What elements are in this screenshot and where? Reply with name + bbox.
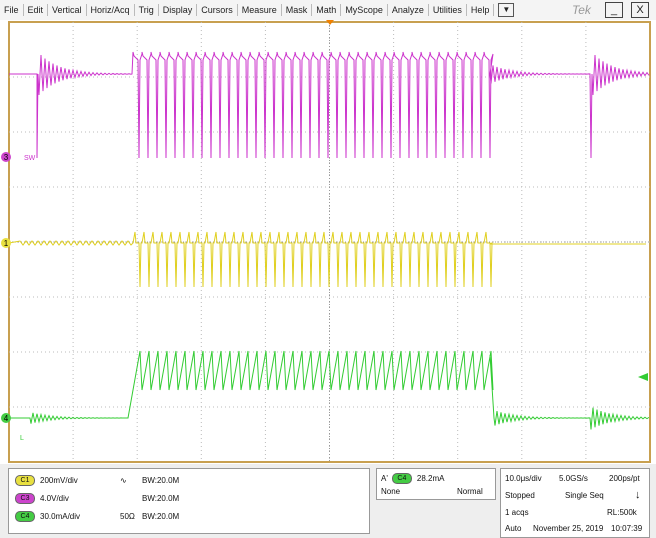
bandwidth: BW:20.0M: [142, 476, 180, 485]
menu-item[interactable]: Display: [159, 4, 198, 16]
ch3-marker: 3: [4, 153, 9, 162]
bandwidth: BW:20.0M: [142, 494, 180, 503]
bandwidth: BW:20.0M: [142, 512, 180, 521]
menu-item[interactable]: Trig: [135, 4, 159, 16]
channel-row[interactable]: C4 30.0mA/div 50Ω BW:20.0M: [15, 511, 179, 522]
menu-item[interactable]: Measure: [238, 4, 282, 16]
trace-ch4: [9, 350, 650, 430]
trigger-position-marker: [326, 20, 334, 25]
minimize-button[interactable]: _: [605, 2, 623, 18]
status-panel: C1 200mV/div ∿ BW:20.0M C3 4.0V/div BW:20.0M …: [0, 464, 656, 538]
acquisition-box[interactable]: 10.0μs/div 5.0GS/s 200ps/pt Stopped Sing…: [500, 468, 650, 538]
record-length: RL:500k: [607, 508, 637, 517]
menu-item[interactable]: Analyze: [388, 4, 429, 16]
menu-item[interactable]: Cursors: [197, 4, 238, 16]
menu-item[interactable]: Horiz/Acq: [87, 4, 135, 16]
menu-item[interactable]: Edit: [24, 4, 49, 16]
mode: Auto: [505, 524, 522, 533]
ch3-marker-badge: [1, 152, 11, 162]
extra: ∿: [120, 476, 127, 485]
menu-item[interactable]: File: [0, 4, 24, 16]
menu-items: File Edit Vertical Horiz/Acq Trig Display Curs…: [0, 4, 495, 16]
resolution: 200ps/pt: [609, 474, 640, 483]
arrow-icon: ↓: [635, 489, 641, 501]
badge: C1: [15, 475, 35, 486]
channel-row[interactable]: C3 4.0V/div BW:20.0M: [15, 493, 179, 504]
menu-item[interactable]: Help: [467, 4, 495, 16]
extra: 50Ω: [120, 512, 135, 521]
channel-row[interactable]: C1 200mV/div ∿ BW:20.0M: [15, 475, 179, 486]
scale: 200mV/div: [40, 476, 78, 485]
menu-item[interactable]: Mask: [282, 4, 313, 16]
timebase: 10.0μs/div: [505, 474, 542, 483]
trigger-box[interactable]: A' C4 28.2mA None Normal: [376, 468, 496, 500]
trace-ch1: [8, 231, 646, 288]
badge: C3: [15, 493, 35, 504]
menu-item[interactable]: Utilities: [429, 4, 467, 16]
trigger-coupling: None: [381, 487, 401, 496]
acqs: 1 acqs: [505, 508, 529, 517]
badge: C4: [15, 511, 35, 522]
channel-box: C1 200mV/div ∿ BW:20.0M C3 4.0V/div BW:20.0M …: [8, 468, 370, 534]
sequence: Single Seq: [565, 491, 604, 500]
date: November 25, 2019: [533, 524, 604, 533]
trigger-prefix: A': [381, 474, 388, 483]
trace-ch3: [9, 51, 650, 159]
menu-bar: File Edit Vertical Horiz/Acq Trig Display Curs…: [0, 0, 656, 20]
graticule: 3 SW 1 4 L: [1, 20, 651, 463]
scale: 4.0V/div: [40, 494, 69, 503]
menu-item[interactable]: Math: [312, 4, 342, 16]
ch4-marker: 4: [4, 414, 9, 423]
menu-item[interactable]: Vertical: [48, 4, 87, 16]
ch1-marker: 1: [4, 239, 9, 248]
ch3-label: SW: [24, 155, 36, 162]
trigger-mode: Normal: [457, 487, 483, 496]
badge: C4: [391, 473, 412, 484]
ch4-label: L: [20, 435, 24, 442]
trigger-level: 28.2mA: [416, 474, 445, 483]
time: 10:07:39: [611, 524, 643, 533]
scale: 30.0mA/div: [40, 512, 81, 521]
sample-rate: 5.0GS/s: [559, 474, 588, 483]
ch1-marker-badge: [1, 238, 11, 248]
trigger-level-marker: [638, 373, 648, 381]
close-button[interactable]: X: [631, 2, 649, 18]
state: Stopped: [505, 491, 535, 500]
ch4-marker-badge: [1, 413, 11, 423]
menu-item[interactable]: MyScope: [341, 4, 388, 16]
menu-dropdown[interactable]: ▼: [498, 3, 515, 17]
brand: Tek: [572, 3, 591, 17]
